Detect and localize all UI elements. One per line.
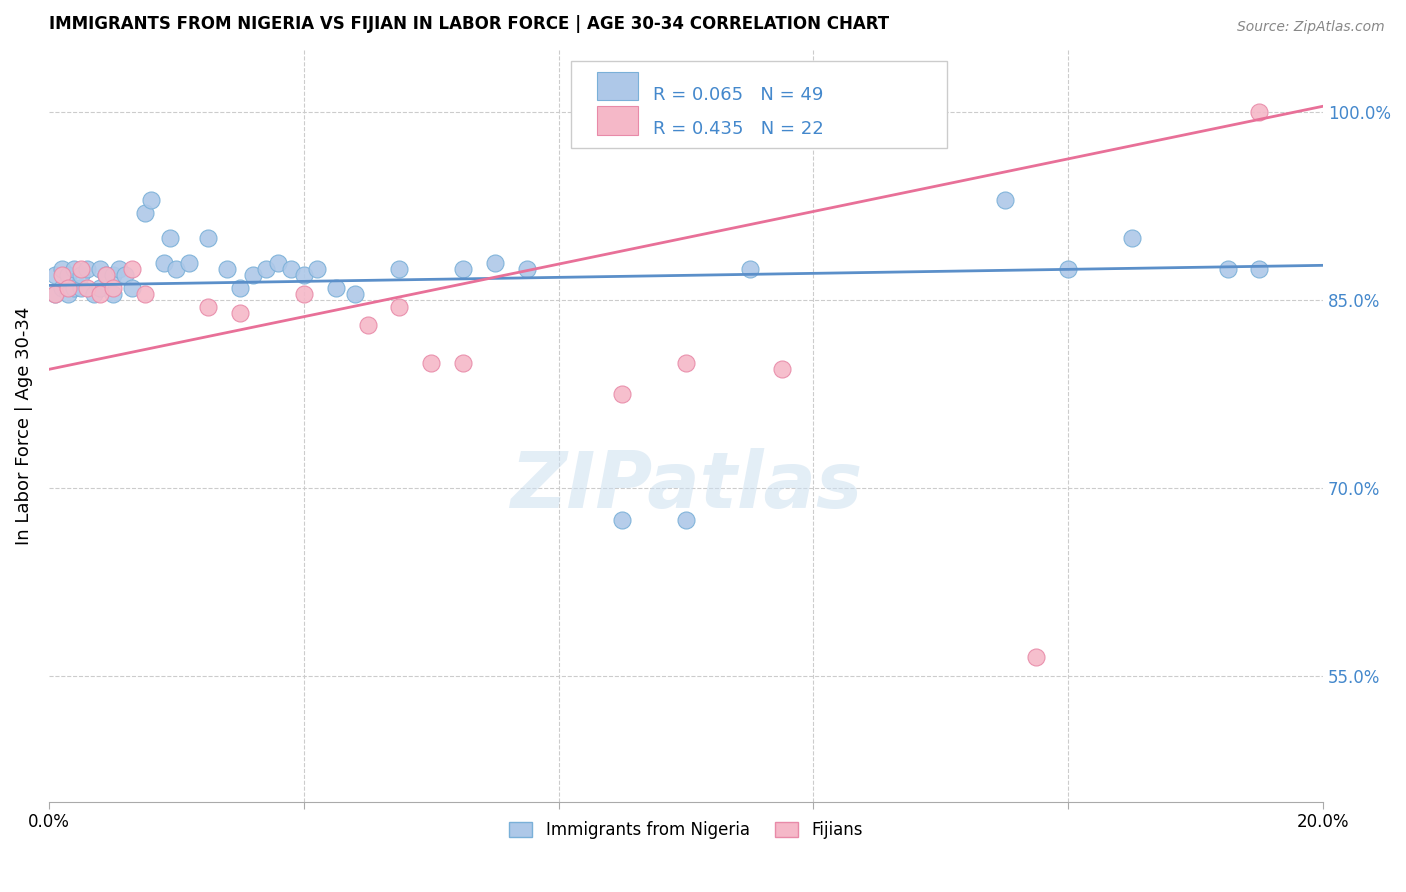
- Point: [69, 268, 91, 283]
- Bar: [598, 106, 638, 135]
- Point: [56, 287, 79, 301]
- Point: [388, 262, 411, 277]
- Point: [280, 262, 302, 277]
- Point: [343, 287, 366, 301]
- Point: [267, 256, 290, 270]
- Point: [388, 300, 411, 314]
- Point: [612, 387, 634, 401]
- Point: [96, 268, 118, 283]
- Point: [121, 281, 143, 295]
- Point: [134, 287, 156, 301]
- Point: [1249, 105, 1271, 120]
- Point: [51, 262, 73, 277]
- Point: [770, 362, 793, 376]
- Point: [1249, 262, 1271, 277]
- Point: [305, 262, 328, 277]
- Point: [51, 268, 73, 283]
- Point: [159, 231, 181, 245]
- Point: [612, 513, 634, 527]
- Text: IMMIGRANTS FROM NIGERIA VS FIJIAN IN LABOR FORCE | AGE 30-34 CORRELATION CHART: IMMIGRANTS FROM NIGERIA VS FIJIAN IN LAB…: [49, 15, 889, 33]
- Point: [83, 287, 105, 301]
- Point: [325, 281, 347, 295]
- Point: [89, 287, 111, 301]
- Point: [76, 281, 98, 295]
- FancyBboxPatch shape: [571, 62, 948, 147]
- Point: [451, 356, 474, 370]
- Point: [44, 287, 66, 301]
- Point: [217, 262, 239, 277]
- Point: [139, 193, 162, 207]
- Text: Source: ZipAtlas.com: Source: ZipAtlas.com: [1237, 20, 1385, 34]
- Point: [420, 356, 443, 370]
- Point: [51, 281, 73, 295]
- Text: R = 0.435   N = 22: R = 0.435 N = 22: [652, 120, 824, 137]
- Point: [197, 231, 219, 245]
- Point: [63, 281, 86, 295]
- Point: [292, 287, 315, 301]
- Point: [197, 300, 219, 314]
- Point: [44, 268, 66, 283]
- Point: [56, 281, 79, 295]
- Point: [229, 281, 252, 295]
- Point: [44, 287, 66, 301]
- Point: [292, 268, 315, 283]
- Point: [356, 318, 378, 333]
- Point: [675, 356, 697, 370]
- Point: [1025, 650, 1047, 665]
- Text: R = 0.065   N = 49: R = 0.065 N = 49: [652, 86, 824, 104]
- Y-axis label: In Labor Force | Age 30-34: In Labor Force | Age 30-34: [15, 307, 32, 545]
- Legend: Immigrants from Nigeria, Fijians: Immigrants from Nigeria, Fijians: [502, 814, 870, 846]
- Bar: [598, 71, 638, 100]
- Point: [516, 262, 538, 277]
- Point: [738, 262, 761, 277]
- Point: [229, 306, 252, 320]
- Point: [165, 262, 187, 277]
- Point: [675, 513, 697, 527]
- Point: [63, 262, 86, 277]
- Point: [101, 281, 124, 295]
- Point: [1057, 262, 1080, 277]
- Point: [1216, 262, 1239, 277]
- Point: [89, 281, 111, 295]
- Point: [56, 268, 79, 283]
- Point: [179, 256, 201, 270]
- Text: ZIPatlas: ZIPatlas: [510, 448, 862, 524]
- Point: [69, 281, 91, 295]
- Point: [242, 268, 264, 283]
- Point: [101, 287, 124, 301]
- Point: [484, 256, 506, 270]
- Point: [76, 262, 98, 277]
- Point: [451, 262, 474, 277]
- Point: [101, 268, 124, 283]
- Point: [121, 262, 143, 277]
- Point: [134, 205, 156, 219]
- Point: [1121, 231, 1143, 245]
- Point: [152, 256, 174, 270]
- Point: [254, 262, 277, 277]
- Point: [994, 193, 1017, 207]
- Point: [114, 268, 136, 283]
- Point: [108, 262, 131, 277]
- Point: [96, 268, 118, 283]
- Point: [69, 262, 91, 277]
- Point: [89, 262, 111, 277]
